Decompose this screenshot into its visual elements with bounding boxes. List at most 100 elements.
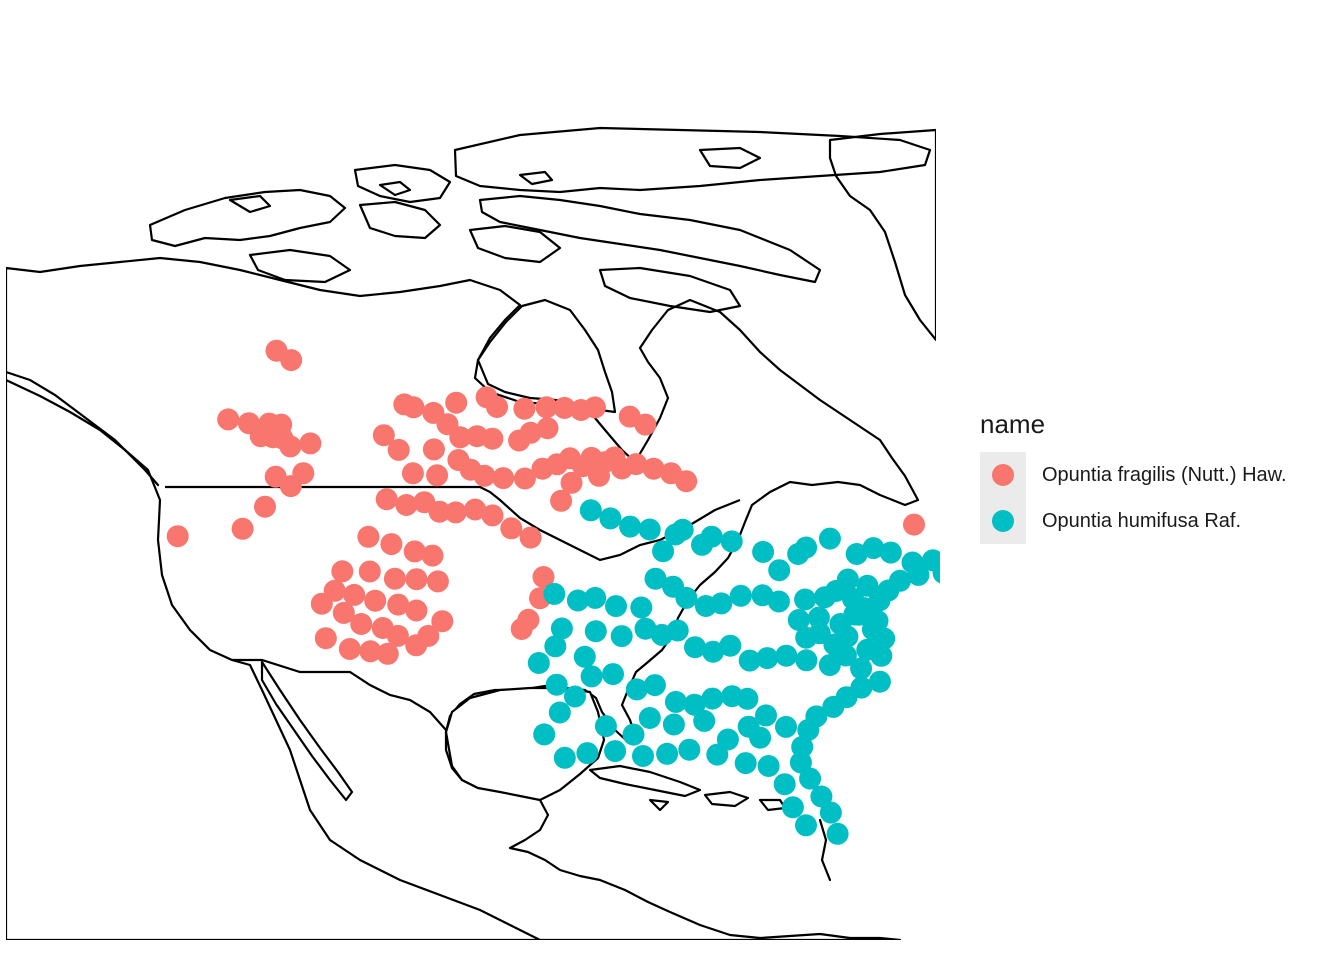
- point-fragilis-71: [357, 525, 380, 548]
- point-fragilis-2: [217, 408, 240, 431]
- point-fragilis-65: [428, 500, 451, 523]
- point-fragilis-24: [535, 396, 558, 419]
- point-fragilis-41: [426, 464, 449, 487]
- point-humifusa-107: [662, 713, 685, 736]
- point-fragilis-20: [445, 391, 468, 414]
- point-humifusa-41: [644, 567, 667, 590]
- point-fragilis-67: [464, 498, 487, 521]
- point-humifusa-26: [856, 574, 879, 597]
- point-humifusa-1: [599, 507, 622, 530]
- point-fragilis-72: [380, 533, 403, 556]
- point-humifusa-38: [694, 595, 717, 617]
- gulf-of-california: [260, 660, 354, 802]
- point-humifusa-10: [752, 540, 775, 563]
- point-humifusa-44: [584, 586, 607, 609]
- point-fragilis-31: [449, 426, 472, 449]
- point-humifusa-105: [716, 728, 739, 751]
- point-humifusa-40: [662, 575, 685, 598]
- point-fragilis-1: [280, 349, 303, 372]
- point-humifusa-22: [907, 563, 930, 586]
- point-fragilis-63: [395, 494, 418, 516]
- legend-dot-humifusa: [992, 510, 1014, 532]
- point-fragilis-87: [359, 640, 382, 663]
- point-humifusa-112: [527, 652, 550, 674]
- point-humifusa-42: [630, 596, 653, 619]
- us-mexico-border: [232, 658, 447, 731]
- point-humifusa-125: [873, 627, 896, 650]
- point-humifusa-74: [810, 785, 833, 808]
- point-humifusa-119: [794, 588, 817, 611]
- point-fragilis-93: [332, 601, 355, 624]
- point-humifusa-17: [879, 541, 902, 564]
- point-humifusa-91: [564, 685, 586, 708]
- legend-item-fragilis: Opuntia fragilis (Nutt.) Haw.: [980, 452, 1340, 498]
- point-fragilis-44: [473, 464, 496, 487]
- point-fragilis-91: [431, 610, 454, 633]
- point-fragilis-14: [254, 495, 276, 518]
- point-humifusa-73: [799, 767, 822, 790]
- point-fragilis-92: [314, 627, 337, 650]
- point-fragilis-95: [331, 560, 354, 583]
- point-humifusa-43: [605, 595, 627, 618]
- point-humifusa-102: [775, 715, 797, 738]
- point-humifusa-15: [845, 543, 868, 565]
- point-fragilis-85: [386, 624, 409, 647]
- legend-title: name: [980, 409, 1046, 439]
- legend-item-humifusa: Opuntia humifusa Raf.: [980, 498, 1340, 544]
- point-fragilis-79: [343, 583, 366, 606]
- point-fragilis-70: [519, 526, 542, 549]
- point-humifusa-83: [678, 738, 701, 761]
- point-fragilis-100: [510, 618, 533, 640]
- point-humifusa-81: [734, 752, 757, 775]
- point-humifusa-60: [818, 654, 841, 677]
- point-fragilis-46: [513, 467, 536, 490]
- point-fragilis-16: [166, 525, 189, 548]
- point-humifusa-123: [848, 603, 871, 626]
- point-fragilis-83: [350, 613, 373, 635]
- point-humifusa-85: [632, 745, 654, 767]
- point-humifusa-8: [700, 525, 723, 548]
- point-humifusa-90: [548, 701, 571, 724]
- point-humifusa-110: [594, 715, 617, 738]
- point-humifusa-14: [818, 527, 841, 550]
- point-humifusa-33: [787, 609, 810, 631]
- point-humifusa-49: [610, 625, 633, 648]
- point-fragilis-73: [403, 540, 426, 563]
- point-humifusa-108: [638, 707, 661, 729]
- point-humifusa-68: [822, 695, 845, 718]
- point-humifusa-101: [755, 704, 777, 727]
- point-fragilis-37: [372, 424, 395, 447]
- legend-label-humifusa: Opuntia humifusa Raf.: [1042, 509, 1241, 532]
- point-humifusa-78: [781, 796, 804, 819]
- point-humifusa-100: [736, 687, 759, 710]
- point-humifusa-64: [870, 644, 893, 667]
- point-fragilis-80: [364, 589, 387, 612]
- point-humifusa-6: [671, 518, 694, 541]
- point-humifusa-13: [795, 536, 818, 559]
- point-humifusa-77: [795, 814, 817, 837]
- point-fragilis-75: [358, 560, 381, 583]
- point-humifusa-92: [580, 665, 603, 688]
- point-humifusa-106: [693, 709, 716, 732]
- point-humifusa-53: [684, 636, 706, 659]
- point-humifusa-96: [664, 690, 687, 713]
- point-fragilis-18: [402, 396, 425, 419]
- point-fragilis-69: [500, 517, 523, 540]
- point-fragilis-40: [401, 462, 424, 485]
- legend-key-fragilis: [980, 452, 1026, 498]
- point-humifusa-93: [602, 663, 624, 686]
- point-fragilis-76: [383, 567, 406, 590]
- point-humifusa-47: [550, 617, 573, 640]
- point-humifusa-58: [775, 644, 798, 667]
- point-humifusa-57: [756, 647, 779, 670]
- point-humifusa-98: [701, 687, 724, 710]
- point-humifusa-35: [751, 584, 774, 607]
- point-fragilis-82: [405, 599, 428, 622]
- legend-key-humifusa: [980, 498, 1026, 544]
- point-humifusa-46: [543, 582, 566, 605]
- point-fragilis-9: [279, 435, 302, 458]
- point-humifusa-9: [720, 530, 743, 553]
- point-fragilis-15: [231, 517, 254, 540]
- point-fragilis-68: [481, 504, 504, 527]
- point-fragilis-57: [675, 470, 698, 493]
